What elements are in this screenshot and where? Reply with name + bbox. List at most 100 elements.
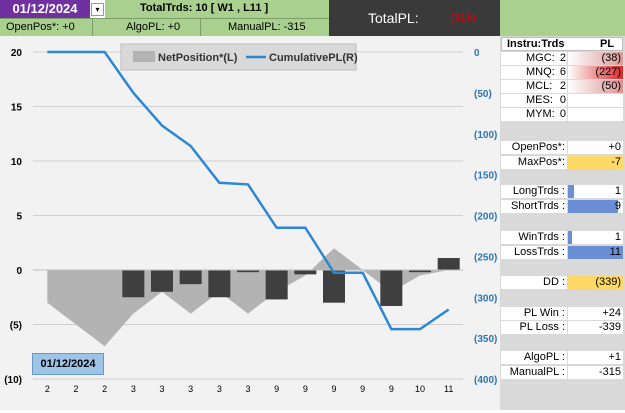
wintrds-label: WinTrds :: [518, 231, 565, 243]
legend-label: CumulativePL(R): [269, 52, 358, 64]
manualpl-value-cell: [568, 366, 623, 379]
shorttrds-label-cell: [501, 200, 567, 213]
right-axis-tick: (150): [474, 171, 497, 182]
plwin-value: +24: [602, 307, 621, 319]
longtrds-label: LongTrds :: [512, 185, 565, 197]
date-cell[interactable]: 01/12/2024: [0, 0, 90, 18]
shorttrds-databar: [568, 200, 618, 213]
losstrds-label-cell: [501, 246, 567, 259]
x-axis-tick: 3: [217, 384, 222, 394]
instrument-pl-cell: [568, 80, 623, 93]
position-bar: [179, 270, 202, 285]
x-axis-tick: 3: [188, 384, 193, 394]
right-axis-tick: 0: [474, 48, 480, 59]
x-axis-tick: 9: [303, 384, 308, 394]
maxpos-label: MaxPos*:: [517, 156, 565, 168]
right-axis-tick: (100): [474, 130, 497, 141]
instruments-header: [501, 37, 623, 51]
plloss-value: -339: [598, 321, 621, 333]
right-axis-tick: (350): [474, 334, 497, 345]
manualpl-label: ManualPL :: [509, 366, 565, 378]
wintrds-value-cell: [568, 231, 623, 244]
x-axis-tick: 9: [360, 384, 365, 394]
x-axis-tick: 9: [389, 384, 394, 394]
net-position-area: [47, 248, 449, 347]
header-stats-bar: [0, 18, 329, 36]
instruments-col-header: Instru:Trds: [507, 38, 565, 50]
plloss-label: PL Loss :: [519, 321, 565, 333]
header-divider: [200, 18, 201, 36]
chart-area: 20 15 10 5 0 (5) (10) 0 (50) (100) (150) (200) (250)…: [0, 36, 500, 410]
x-axis-tick: 2: [73, 384, 78, 394]
legend-swatch-area: [133, 51, 155, 62]
instrument-pl-cell: [568, 66, 623, 79]
instrument-pl-cell: [568, 52, 623, 65]
pl-col-header: PL: [600, 38, 615, 50]
instrument-trades: 0: [559, 108, 566, 120]
total-pl-panel: [329, 0, 500, 36]
date-dropdown-button[interactable]: ▾: [91, 3, 104, 16]
algopl-value: +1: [608, 351, 621, 363]
algopl-value-cell: [568, 351, 623, 364]
header-openpos: OpenPos*: +0: [6, 21, 75, 33]
right-axis-tick: (250): [474, 252, 497, 263]
openpos-label-cell: [501, 141, 567, 154]
left-axis-tick: (10): [4, 375, 22, 386]
position-bar: [151, 270, 173, 292]
instrument-trades: 0: [559, 94, 566, 106]
header-manualpl: ManualPL: -315: [228, 21, 306, 33]
x-axis-tick: 3: [131, 384, 136, 394]
left-axis-tick: (5): [10, 321, 22, 332]
instrument-pl-cell: [568, 94, 623, 107]
position-bar: [237, 270, 259, 273]
longtrds-label-cell: [501, 185, 567, 198]
instrument-pl: (38): [601, 52, 621, 64]
losstrds-value: 11: [609, 246, 621, 258]
total-trades-summary: TotalTrds: 10 [ W1 , L11 ]: [140, 2, 269, 14]
plwin-label-cell: [501, 307, 567, 320]
longtrds-databar: [568, 185, 574, 198]
wintrds-label-cell: [501, 231, 567, 244]
x-axis-tick: 9: [274, 384, 279, 394]
instrument-pl: (227): [595, 66, 621, 78]
instrument-trades: 2: [559, 80, 566, 92]
x-axis-tick: 2: [102, 384, 107, 394]
instrument-name-cell: [501, 66, 567, 79]
instrument-name-cell: [501, 52, 567, 65]
wintrds-value: 1: [614, 231, 621, 243]
right-axis-tick: (200): [474, 212, 497, 223]
x-axis-tick: 3: [245, 384, 250, 394]
position-bar: [122, 270, 145, 298]
dd-value-cell: [568, 276, 623, 289]
openpos-value: +0: [608, 141, 621, 153]
left-axis-tick: 0: [16, 266, 22, 277]
instrument-name: MGC:: [526, 52, 555, 64]
left-axis-tick: 20: [11, 48, 23, 59]
maxpos-value-cell: [568, 156, 623, 169]
position-bar: [409, 270, 431, 273]
longtrds-value-cell: [568, 185, 623, 198]
header-right-block: [500, 0, 625, 36]
position-bar: [294, 270, 317, 275]
position-bar: [323, 270, 345, 303]
losstrds-databar: [568, 246, 623, 259]
right-axis-tick: (50): [474, 89, 492, 100]
openpos-label: OpenPos*:: [511, 141, 565, 153]
position-pl-chart: 20 15 10 5 0 (5) (10) 0 (50) (100) (150) (200) (250)…: [4, 43, 497, 394]
left-axis-tick: 5: [16, 212, 22, 223]
instrument-trades: 2: [559, 52, 566, 64]
header-algopl: AlgoPL: +0: [126, 21, 181, 33]
legend-label: NetPosition*(L): [158, 52, 238, 64]
shorttrds-value: 9: [614, 200, 621, 212]
losstrds-label: LossTrds :: [514, 246, 565, 258]
x-axis-tick: 2: [45, 384, 50, 394]
algopl-label-cell: [501, 351, 567, 364]
instrument-name: MNQ:: [526, 66, 555, 78]
wintrds-databar: [568, 231, 573, 244]
plwin-label: PL Win :: [523, 307, 565, 319]
manualpl-value: -315: [598, 366, 621, 378]
instrument-name: MCL:: [526, 80, 553, 92]
instrument-name-cell: [501, 94, 567, 107]
instrument-pl: (50): [601, 80, 621, 92]
left-axis-tick: 15: [11, 103, 23, 114]
